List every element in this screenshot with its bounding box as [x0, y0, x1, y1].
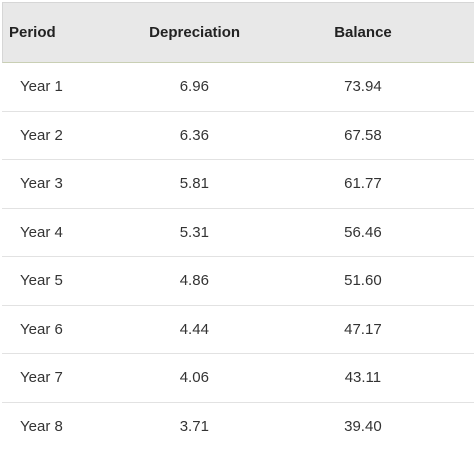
table-header: Period Depreciation Balance [2, 2, 474, 63]
table-row: Year 1 6.96 73.94 [2, 63, 474, 112]
table-row: Year 5 4.86 51.60 [2, 257, 474, 306]
table-row: Year 8 3.71 39.40 [2, 403, 474, 451]
balance-cell: 61.77 [252, 175, 474, 192]
header-period: Period [3, 24, 137, 41]
table-row: Year 7 4.06 43.11 [2, 354, 474, 403]
period-cell: Year 6 [2, 321, 137, 338]
depreciation-cell: 6.96 [137, 78, 252, 95]
period-cell: Year 1 [2, 78, 137, 95]
depreciation-cell: 5.81 [137, 175, 252, 192]
period-cell: Year 4 [2, 224, 137, 241]
depreciation-cell: 3.71 [137, 418, 252, 435]
header-balance: Balance [252, 24, 474, 41]
balance-cell: 43.11 [252, 369, 474, 386]
period-cell: Year 3 [2, 175, 137, 192]
balance-cell: 39.40 [252, 418, 474, 435]
balance-cell: 67.58 [252, 127, 474, 144]
period-cell: Year 8 [2, 418, 137, 435]
table-row: Year 3 5.81 61.77 [2, 160, 474, 209]
table-row: Year 6 4.44 47.17 [2, 306, 474, 355]
period-cell: Year 7 [2, 369, 137, 386]
period-cell: Year 5 [2, 272, 137, 289]
depreciation-cell: 4.06 [137, 369, 252, 386]
depreciation-cell: 4.86 [137, 272, 252, 289]
table-row: Year 2 6.36 67.58 [2, 112, 474, 161]
period-cell: Year 2 [2, 127, 137, 144]
depreciation-cell: 5.31 [137, 224, 252, 241]
depreciation-cell: 4.44 [137, 321, 252, 338]
balance-cell: 73.94 [252, 78, 474, 95]
table-row: Year 4 5.31 56.46 [2, 209, 474, 258]
balance-cell: 47.17 [252, 321, 474, 338]
header-depreciation: Depreciation [137, 24, 252, 41]
depreciation-cell: 6.36 [137, 127, 252, 144]
balance-cell: 56.46 [252, 224, 474, 241]
balance-cell: 51.60 [252, 272, 474, 289]
